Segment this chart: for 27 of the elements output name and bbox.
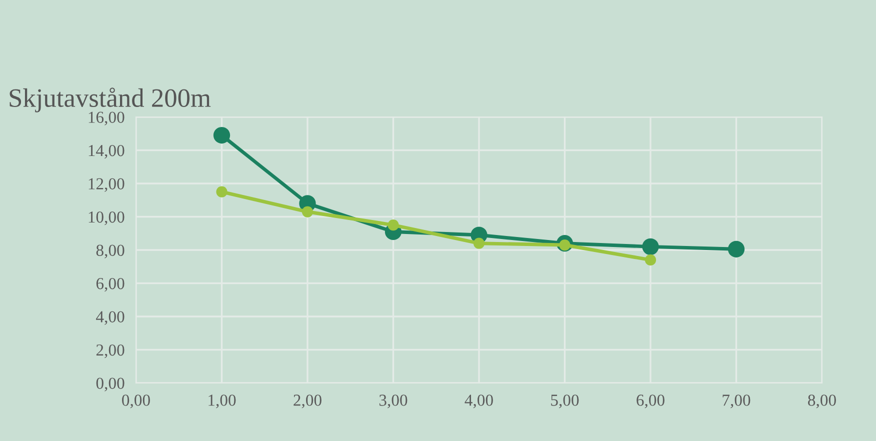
point [642,238,659,256]
chart-title: Skjutavstånd 200m [10,88,211,112]
point [213,126,230,144]
x-tick-label: 2,00 [294,394,322,408]
y-tick-label: 12,00 [88,178,124,192]
x-tick-label: 6,00 [636,394,664,408]
y-tick-label: 10,00 [88,211,124,226]
x-tick-label: 7,00 [722,394,750,408]
x-tick-label: 1,00 [208,394,236,408]
y-tick-label: 2,00 [96,344,124,358]
y-tick-label: 0,00 [96,378,124,392]
point [473,238,485,249]
point [728,240,745,258]
point [302,206,314,218]
x-tick-label: 0,00 [122,394,150,408]
x-tick-label: 5,00 [551,394,579,408]
y-tick-label: 14,00 [88,144,124,159]
x-tick-label: 4,00 [464,394,493,408]
y-tick-label: 16,00 [88,112,124,126]
y-tick-label: 4,00 [96,311,124,325]
y-tick-label: 8,00 [96,244,124,258]
point [644,254,656,266]
point [216,186,228,198]
y-tick-label: 6,00 [96,278,124,292]
x-tick-label: 8,00 [808,394,836,408]
point [388,220,399,231]
x-tick-label: 3,00 [379,394,408,408]
